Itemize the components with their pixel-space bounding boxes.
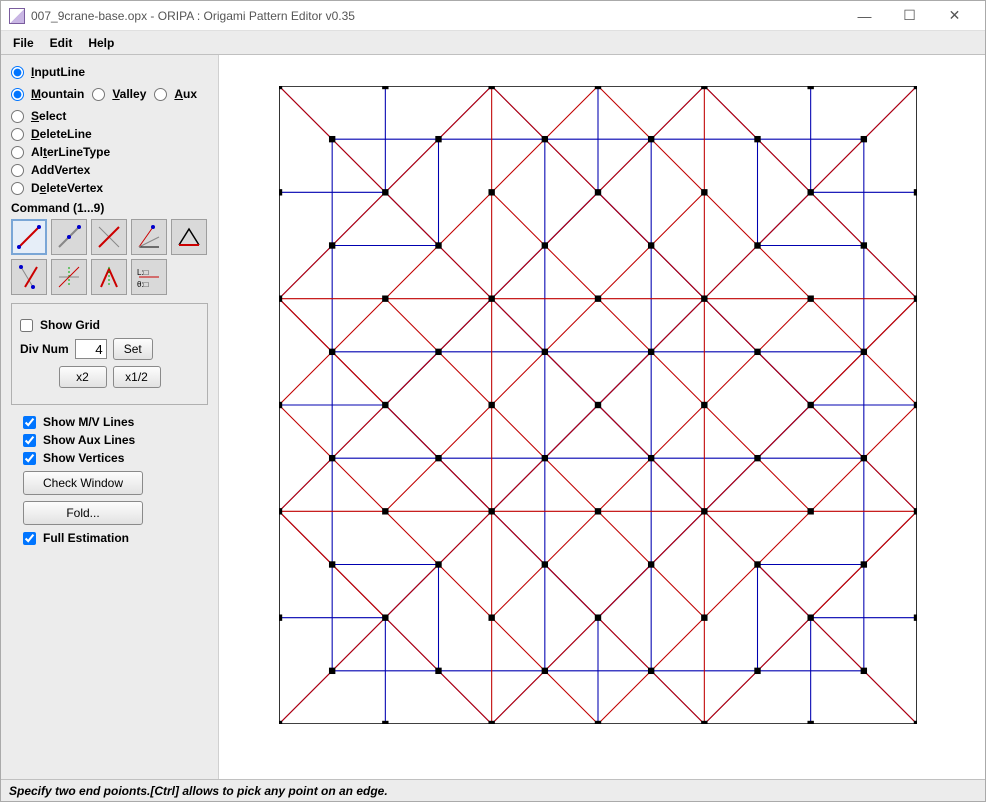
menu-help[interactable]: Help: [80, 33, 122, 53]
label-deleteline: DeleteLine: [31, 127, 92, 141]
label-show-mv: Show M/V Lines: [43, 415, 134, 429]
btn-set[interactable]: Set: [113, 338, 153, 360]
check-show-grid[interactable]: [20, 319, 33, 332]
command-label: Command (1...9): [11, 201, 208, 215]
grid-panel: Show Grid Div Num Set x2 x1/2: [11, 303, 208, 405]
tool-3[interactable]: [91, 219, 127, 255]
btn-fold[interactable]: Fold...: [23, 501, 143, 525]
label-addvertex: AddVertex: [31, 163, 90, 177]
tool-8[interactable]: [91, 259, 127, 295]
pattern-canvas[interactable]: [279, 86, 917, 724]
tool-5[interactable]: [171, 219, 207, 255]
radio-valley[interactable]: [92, 88, 105, 101]
label-deletevertex: DeleteVertex: [31, 181, 103, 195]
check-show-mv[interactable]: [23, 416, 36, 429]
label-div-num: Div Num: [20, 342, 69, 356]
tool-4[interactable]: [131, 219, 167, 255]
menu-edit[interactable]: Edit: [42, 33, 81, 53]
label-inputline: InputLine: [31, 65, 85, 79]
label-show-vertices: Show Vertices: [43, 451, 124, 465]
minimize-button[interactable]: —: [842, 1, 887, 31]
maximize-button[interactable]: ☐: [887, 1, 932, 31]
close-button[interactable]: ✕: [932, 1, 977, 31]
radio-deletevertex[interactable]: [11, 182, 24, 195]
menu-file[interactable]: File: [5, 33, 42, 53]
svg-text:L:□: L:□: [137, 268, 149, 277]
radio-inputline[interactable]: [11, 66, 24, 79]
radio-aux[interactable]: [154, 88, 167, 101]
tool-grid: L:□ θ:□: [11, 219, 208, 295]
label-mountain: Mountain: [31, 87, 84, 101]
menubar: File Edit Help: [1, 31, 985, 55]
tool-7[interactable]: [51, 259, 87, 295]
radio-alterlinetype[interactable]: [11, 146, 24, 159]
label-alterlinetype: AlterLineType: [31, 145, 110, 159]
input-div-num[interactable]: [75, 339, 107, 359]
statusbar: Specify two end poionts.[Ctrl] allows to…: [1, 779, 985, 801]
radio-select[interactable]: [11, 110, 24, 123]
tool-9[interactable]: L:□ θ:□: [131, 259, 167, 295]
app-icon: [9, 8, 25, 24]
svg-text:θ:□: θ:□: [137, 280, 149, 289]
label-valley: Valley: [112, 87, 146, 101]
btn-check-window[interactable]: Check Window: [23, 471, 143, 495]
check-show-vertices[interactable]: [23, 452, 36, 465]
check-show-aux[interactable]: [23, 434, 36, 447]
btn-x2[interactable]: x2: [59, 366, 107, 388]
label-aux: Aux: [174, 87, 197, 101]
label-show-aux: Show Aux Lines: [43, 433, 135, 447]
radio-addvertex[interactable]: [11, 164, 24, 177]
label-select: Select: [31, 109, 66, 123]
status-text: Specify two end poionts.[Ctrl] allows to…: [9, 784, 388, 798]
radio-mountain[interactable]: [11, 88, 24, 101]
label-show-grid: Show Grid: [40, 318, 100, 332]
tool-2[interactable]: [51, 219, 87, 255]
radio-deleteline[interactable]: [11, 128, 24, 141]
titlebar: 007_9crane-base.opx - ORIPA : Origami Pa…: [1, 1, 985, 31]
btn-xhalf[interactable]: x1/2: [113, 366, 161, 388]
canvas-area[interactable]: [219, 55, 985, 779]
sidebar: InputLine Mountain Valley Aux Select Del…: [1, 55, 219, 779]
label-full-estimation: Full Estimation: [43, 531, 129, 545]
window-title: 007_9crane-base.opx - ORIPA : Origami Pa…: [31, 9, 842, 23]
content-area: InputLine Mountain Valley Aux Select Del…: [1, 55, 985, 779]
tool-6[interactable]: [11, 259, 47, 295]
tool-1[interactable]: [11, 219, 47, 255]
check-full-estimation[interactable]: [23, 532, 36, 545]
